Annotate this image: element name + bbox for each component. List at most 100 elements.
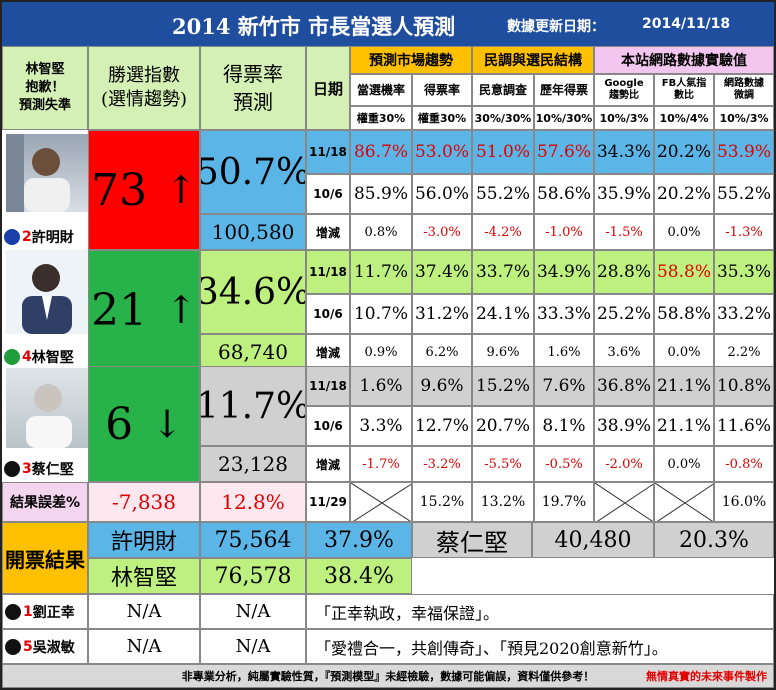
metric-cell: 2.2% [714,334,774,370]
subheader-4: Google 趨勢比 [594,74,654,106]
row-date: 增減 [306,214,350,250]
party-emblem-icon [4,349,20,365]
row-date: 10/6 [306,406,350,446]
party-emblem-icon [5,603,21,620]
result-name-1: 許明財 [88,522,200,558]
result-pct-1: 37.9% [306,522,412,558]
metric-cell: 9.6% [472,334,534,370]
metric-cell: 7.6% [534,366,594,406]
metric-cell: -5.5% [472,446,534,482]
candidate-name: 吳淑敏 [32,639,75,656]
metric-cell: 85.9% [350,174,412,214]
metric-cell: 21.1% [654,366,714,406]
candidate-label-1: 4 林智堅 [4,346,88,368]
group-poll-header: 民調與選民結構 [472,46,594,74]
candidate-photo-2 [6,250,88,334]
row-date: 增減 [306,446,350,482]
index-header: 勝選指數 (選情趨勢) [88,46,200,130]
index-error: -7,838 [88,482,200,522]
votes-value-1: 68,740 [200,334,306,370]
metric-cell: 10.8% [714,366,774,406]
metric-cell: 31.2% [412,294,472,334]
rate-header: 得票率 預測 [200,46,306,130]
error-cell-crossed [350,482,412,522]
rate-error: 12.8% [200,482,306,522]
metric-cell: -0.5% [534,446,594,482]
metric-cell: 1.6% [534,334,594,370]
metric-cell: 25.2% [594,294,654,334]
metric-cell: 10.7% [350,294,412,334]
error-cell: 19.7% [534,482,594,522]
results-blank [412,558,774,594]
group-market-header: 預測市場趨勢 [350,46,472,74]
weight-3: 10%/30% [534,106,594,130]
metric-cell: 21.1% [654,406,714,446]
win-index-0: 73 ↑ [88,130,200,250]
result-votes-3: 40,480 [532,522,654,558]
weight-5: 10%/4% [654,106,714,130]
other-candidate-label: 1 劉正幸 [2,594,88,629]
metric-cell: 28.8% [594,250,654,294]
result-votes-1: 75,564 [200,522,306,558]
subheader-0: 當選機率 [350,74,412,106]
win-index-1: 21 ↑ [88,250,200,370]
result-votes-2: 76,578 [200,558,306,594]
candidate-number: 1 [23,603,33,620]
candidate-slogan: 「正幸執政，幸福保證」。 [306,594,774,629]
party-emblem-icon [4,461,20,477]
error-label: 結果誤差% [2,482,88,522]
metric-cell: -2.0% [594,446,654,482]
votes-value-2: 23,128 [200,446,306,482]
metric-cell: 38.9% [594,406,654,446]
update-date: 2014/11/18 [642,16,731,32]
metric-cell: 8.1% [534,406,594,446]
result-name-2: 林智堅 [88,558,200,594]
subheader-6: 網路數據 微調 [714,74,774,106]
metric-cell: 1.6% [350,366,412,406]
update-label: 數據更新日期： [507,19,605,35]
candidate-name: 劉正幸 [32,604,75,621]
metric-cell: -3.2% [412,446,472,482]
row-date: 10/6 [306,174,350,214]
metric-cell: 58.8% [654,250,714,294]
result-pct-3: 20.3% [654,522,774,558]
subheader-5: FB人氣指 數比 [654,74,714,106]
metric-cell: 24.1% [472,294,534,334]
metric-cell: 15.2% [472,366,534,406]
metric-cell: -3.0% [412,214,472,250]
trend-arrow-icon: ↓ [151,402,183,446]
metric-cell: -0.8% [714,446,774,482]
other-rate: N/A [200,594,306,629]
metric-cell: 55.2% [472,174,534,214]
metric-cell: 34.3% [594,130,654,174]
metric-cell: 3.6% [594,334,654,370]
group-site-header: 本站網路數據實驗值 [594,46,774,74]
win-index-2: 6 ↓ [88,366,200,482]
disclaimer-text: 非專業分析，純屬實驗性質，『預測模型』未經檢驗，數據可能偏誤，資料僅供參考！ [181,670,595,683]
index-value: 73 [91,164,148,216]
metric-cell: -4.2% [472,214,534,250]
subheader-2: 民意調查 [472,74,534,106]
date-header: 日期 [306,46,350,130]
weight-6: 10%/3% [714,106,774,130]
other-index: N/A [88,594,200,629]
other-candidate-label: 5 吳淑敏 [2,629,88,664]
metric-cell: 58.6% [534,174,594,214]
metric-cell: -1.7% [350,446,412,482]
row-date: 增減 [306,334,350,370]
weight-2: 30%/30% [472,106,534,130]
metric-cell: 9.6% [412,366,472,406]
metric-cell: 20.7% [472,406,534,446]
weight-0: 權重30% [350,106,412,130]
row-date: 11/18 [306,130,350,174]
metric-cell: 20.2% [654,130,714,174]
rate-value-0: 50.7% [200,130,306,214]
metric-cell: -1.0% [534,214,594,250]
metric-cell: 11.6% [714,406,774,446]
weight-4: 10%/3% [594,106,654,130]
rate-value-2: 11.7% [200,366,306,446]
metric-cell: 12.7% [412,406,472,446]
metric-cell: -1.5% [594,214,654,250]
metric-cell: 0.0% [654,334,714,370]
